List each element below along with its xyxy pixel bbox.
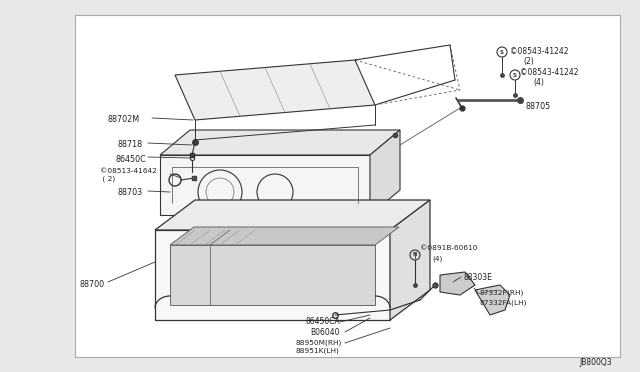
Text: S: S	[500, 49, 504, 55]
Text: (4): (4)	[533, 78, 544, 87]
Text: 86450CA: 86450CA	[305, 317, 340, 326]
Text: 87332FA(LH): 87332FA(LH)	[480, 300, 527, 307]
Bar	[75, 15, 620, 357]
Text: 88303E: 88303E	[463, 273, 492, 282]
Text: 88718: 88718	[118, 140, 143, 149]
Polygon shape	[155, 200, 430, 230]
Text: N: N	[413, 253, 417, 257]
Text: 88950M(RH): 88950M(RH)	[295, 339, 341, 346]
Text: S: S	[513, 73, 517, 77]
Polygon shape	[175, 60, 375, 120]
Text: B06040: B06040	[310, 328, 339, 337]
Text: 88705: 88705	[525, 102, 550, 111]
Polygon shape	[155, 230, 390, 320]
Polygon shape	[440, 272, 475, 295]
Text: (4): (4)	[432, 255, 442, 262]
Polygon shape	[475, 285, 510, 315]
Text: 88700: 88700	[80, 280, 105, 289]
Polygon shape	[370, 130, 400, 215]
Text: 88703: 88703	[118, 188, 143, 197]
Polygon shape	[170, 227, 399, 245]
Text: 88702M: 88702M	[107, 115, 139, 124]
Text: ©08543-41242: ©08543-41242	[510, 47, 568, 56]
Text: 88951K(LH): 88951K(LH)	[295, 348, 339, 355]
Text: (2): (2)	[523, 57, 534, 66]
Text: JB800Q3: JB800Q3	[579, 358, 612, 367]
Text: ©08543-41242: ©08543-41242	[520, 68, 579, 77]
Text: ©08513-41642
 ( 2): ©08513-41642 ( 2)	[100, 168, 157, 182]
Text: 87332P(RH): 87332P(RH)	[480, 290, 524, 296]
Text: ©0891B-60610: ©0891B-60610	[420, 245, 477, 251]
Polygon shape	[170, 245, 375, 305]
Polygon shape	[390, 200, 430, 320]
Polygon shape	[160, 155, 370, 215]
Polygon shape	[160, 130, 400, 155]
Text: 86450C: 86450C	[116, 155, 147, 164]
